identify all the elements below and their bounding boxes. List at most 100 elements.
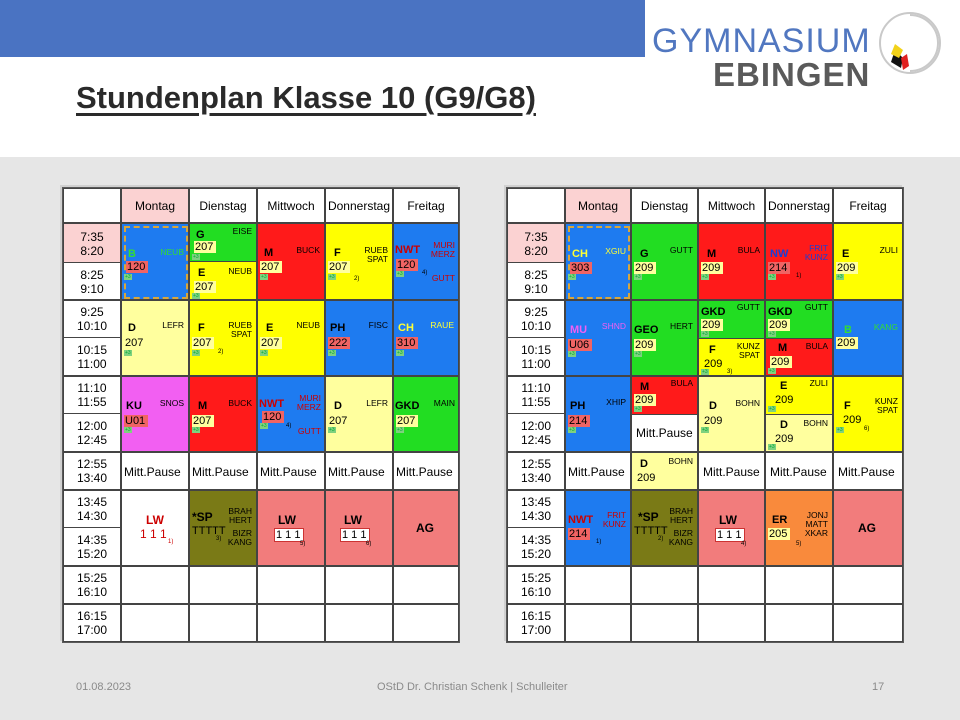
lesson-cell[interactable]: CH XGIU 303 +3	[565, 223, 631, 300]
lunch-label: Mitt.Pause	[636, 426, 693, 440]
teacher: RAUE	[430, 320, 454, 330]
lesson-cell[interactable]: *SP BRAH HERT TTTTT BIZR KANG 2)	[631, 490, 698, 566]
lesson-cell[interactable]: LW 1 1 1 1)	[121, 490, 189, 566]
lesson-cell[interactable]: PH FISC 222 +3	[325, 300, 393, 376]
lunch-label: Mitt.Pause	[838, 465, 895, 479]
footnote: 4)	[286, 423, 292, 429]
footnote: 2)	[218, 349, 224, 355]
subject: F	[709, 344, 716, 356]
time-start: 13:45	[76, 495, 108, 509]
lesson-cell[interactable]: G GUTT 209 +3	[631, 223, 698, 300]
lesson-cell[interactable]: M BULA 209 +3	[631, 376, 698, 415]
empty-cell	[698, 566, 765, 604]
subject: CH	[572, 248, 588, 260]
lunch-label: Mitt.Pause	[703, 465, 760, 479]
lesson-cell[interactable]: D LEFR 207 +3	[325, 376, 393, 452]
teacher: FRIT KUNZ	[804, 243, 828, 262]
teacher: MURI MERZ	[296, 393, 321, 412]
lesson-cell[interactable]: LW 1 1 1 6)	[325, 490, 393, 566]
lesson-cell[interactable]: E NEUB 207 +3	[189, 261, 257, 300]
lesson-cell[interactable]: D LEFR 207 +3	[121, 300, 189, 376]
lesson-cell[interactable]: G EISE 207 +3	[189, 223, 257, 262]
lesson-cell[interactable]: GKD GUTT 209 +3	[698, 300, 765, 339]
day-header-donnerstag: Donnerstag	[765, 188, 833, 223]
subject: AG	[858, 521, 876, 535]
time-block-2: 9:25 10:10 10:15 11:00	[63, 300, 121, 376]
lesson-cell[interactable]: PH XHIP 214 +3	[565, 376, 631, 452]
plus-marker: +3	[328, 350, 336, 356]
footnote: 2)	[658, 536, 664, 542]
lesson-cell[interactable]: B NEUB 120 +3	[121, 223, 189, 300]
footnote: 3)	[216, 536, 222, 542]
lesson-cell[interactable]: AG	[393, 490, 459, 566]
room: 120	[126, 261, 149, 273]
time-block-7: 16:15 17:00	[507, 604, 565, 642]
page-title: Stundenplan Klasse 10 (G9/G8)	[76, 80, 536, 115]
lunch-label: Mitt.Pause	[568, 465, 625, 479]
lesson-cell[interactable]: GKD MAIN 207 +3	[393, 376, 459, 452]
plus-marker: +3	[124, 427, 132, 433]
lesson-cell[interactable]: NWT MURI MERZ 120 GUTT +3 4)	[257, 376, 325, 452]
lesson-cell[interactable]: E ZULI 209 +3	[833, 223, 903, 300]
subject: LW	[719, 513, 737, 527]
lesson-cell[interactable]: *SP BRAH HERT TTTTT BIZR KANG 3)	[189, 490, 257, 566]
corner-cell	[63, 188, 121, 223]
time-end: 9:10	[80, 282, 104, 296]
plus-marker: +3	[260, 423, 268, 429]
slot-divider	[64, 413, 120, 414]
lesson-cell[interactable]: M BULA 209 +3	[698, 223, 765, 300]
lesson-cell[interactable]: F RUEB SPAT 207 +3 2)	[189, 300, 257, 376]
lesson-cell[interactable]: NW FRIT KUNZ 214 +3 1)	[765, 223, 833, 300]
day-header-freitag: Freitag	[833, 188, 903, 223]
empty-cell	[565, 604, 631, 642]
selection-outline	[568, 226, 630, 299]
room: 209	[775, 433, 794, 445]
lesson-cell[interactable]: F KUNZ SPAT 209 +3 3)	[698, 338, 765, 376]
empty-cell	[325, 604, 393, 642]
lunch-label: Mitt.Pause	[192, 465, 249, 479]
plus-marker: +3	[396, 350, 404, 356]
lesson-cell[interactable]: M BULA 209 +3	[765, 338, 833, 376]
lesson-cell[interactable]: NWT FRIT KUNZ 214 1)	[565, 490, 631, 566]
time-end: 15:20	[76, 547, 108, 561]
time-block-2: 9:25 10:10 10:15 11:00	[507, 300, 565, 376]
room: 120	[396, 259, 419, 271]
lesson-cell[interactable]: ER JONJ MATT XKAR 205 5)	[765, 490, 833, 566]
lesson-cell[interactable]: F KUNZ SPAT 209 +3 6)	[833, 376, 903, 452]
lesson-cell[interactable]: GEO HERT 209 +3	[631, 300, 698, 376]
time-start: 10:15	[76, 343, 108, 357]
time-end: 11:55	[521, 395, 551, 409]
subject: GKD	[395, 400, 420, 412]
lesson-cell[interactable]: M BUCK 207 +3	[257, 223, 325, 300]
lesson-cell[interactable]: F RUEB SPAT 207 +3 2)	[325, 223, 393, 300]
subject: GEO	[634, 324, 659, 336]
lesson-cell[interactable]: GKD GUTT 209 +3	[765, 300, 833, 339]
plus-marker: +3	[192, 293, 200, 299]
lesson-cell[interactable]: B KANG 209	[833, 300, 903, 376]
lesson-cell[interactable]: E ZULI 209 +3	[765, 376, 833, 415]
lesson-cell[interactable]: LW 1 1 1 4)	[698, 490, 765, 566]
lesson-cell[interactable]: M BUCK 207 +3	[189, 376, 257, 452]
teacher: BOHN	[803, 418, 828, 428]
lesson-cell[interactable]: AG	[833, 490, 903, 566]
room: 1 1 1	[715, 528, 746, 542]
time-start: 16:15	[520, 609, 552, 623]
subject: F	[844, 400, 851, 412]
lesson-cell[interactable]: D BOHN 209	[631, 452, 698, 490]
lesson-cell[interactable]: KU SNOS U01 +3	[121, 376, 189, 452]
teacher: XHIP	[606, 397, 626, 407]
subject: D	[709, 400, 717, 412]
lesson-cell[interactable]: MU SHND U06 +3	[565, 300, 631, 376]
subject: D	[640, 458, 648, 470]
plus-marker: +3	[701, 427, 709, 433]
lesson-cell[interactable]: NWT MURI MERZ 120 GUTT +3 4)	[393, 223, 459, 300]
lesson-cell[interactable]: D BOHN 209 +3	[698, 376, 765, 452]
plus-marker: +3	[124, 350, 132, 356]
time-start: 14:35	[76, 533, 108, 547]
lesson-cell[interactable]: D BOHN 209 +3	[765, 414, 833, 452]
lesson-cell[interactable]: LW 1 1 1 5)	[257, 490, 325, 566]
lesson-cell[interactable]: E NEUB 207 +3	[257, 300, 325, 376]
lesson-cell[interactable]: CH RAUE 310 +3	[393, 300, 459, 376]
teacher: LEFR	[366, 398, 388, 408]
subject: D	[128, 322, 136, 334]
